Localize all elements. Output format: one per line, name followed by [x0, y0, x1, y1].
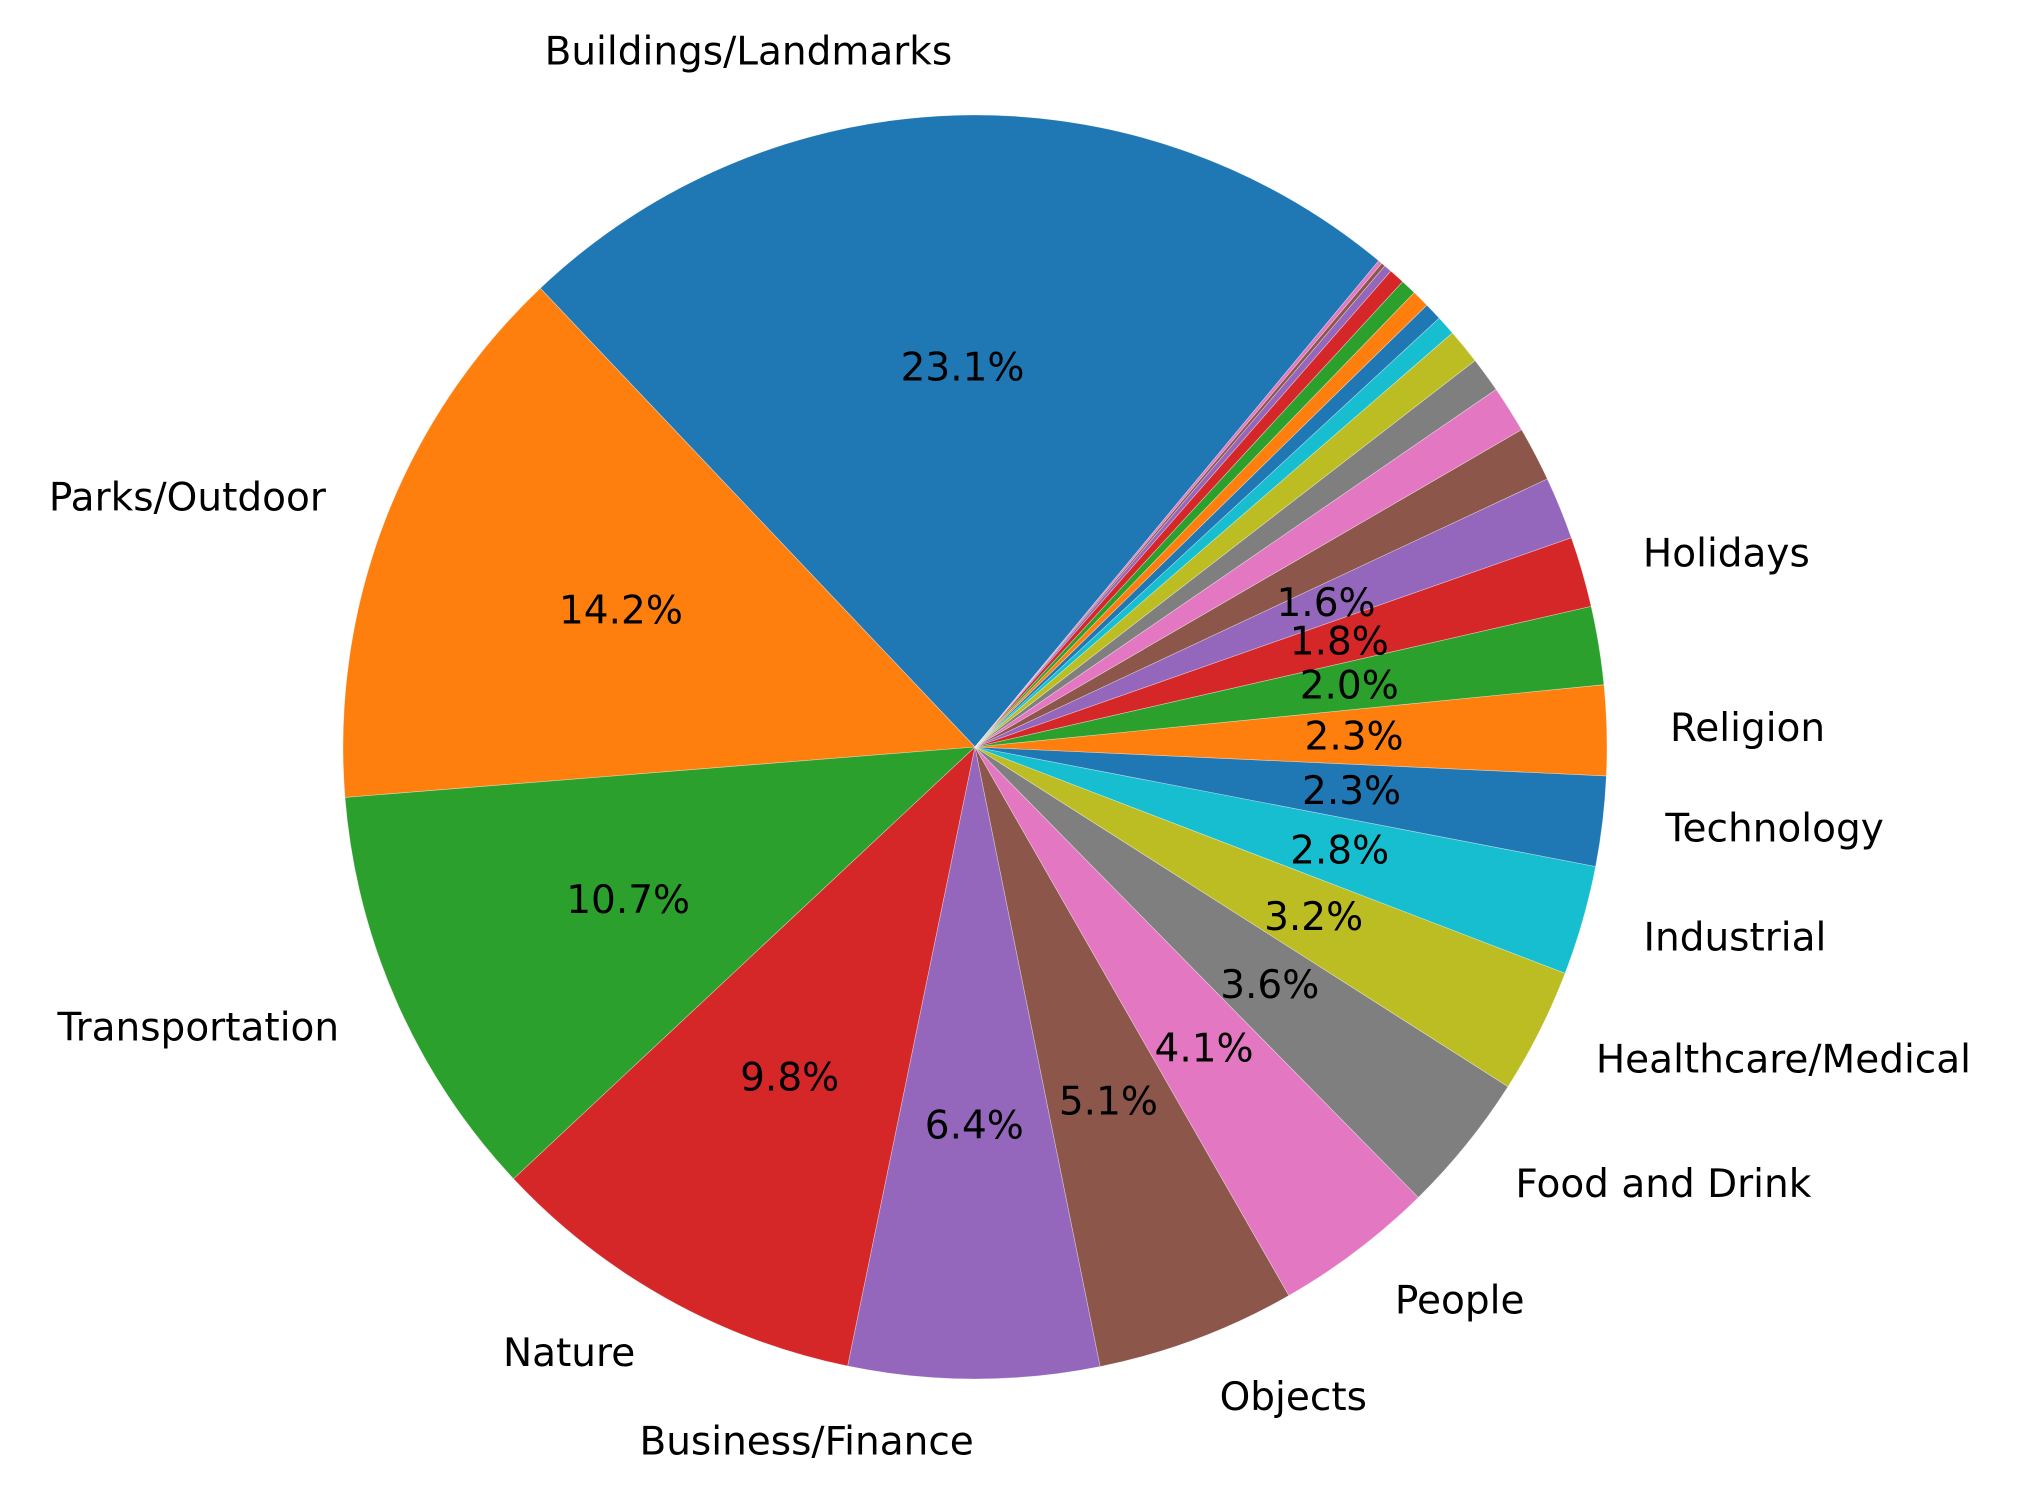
percent-label-industrial: 2.8%: [1290, 829, 1389, 874]
category-label-objects: Objects: [1220, 1375, 1367, 1420]
category-label-food-and-drink: Food and Drink: [1515, 1162, 1811, 1207]
category-label-religion: Religion: [1670, 706, 1825, 751]
category-label-parks-outdoor: Parks/Outdoor: [49, 476, 327, 521]
category-label-transportation: Transportation: [57, 1005, 340, 1050]
category-label-business-finance: Business/Finance: [639, 1420, 973, 1465]
pie-wedges: [342, 114, 1608, 1380]
percent-label-people: 4.1%: [1155, 1027, 1254, 1072]
category-label-healthcare-medical: Healthcare/Medical: [1596, 1037, 1971, 1082]
percent-label-healthcare-medical: 3.2%: [1264, 895, 1363, 940]
percent-label-technology: 2.3%: [1302, 769, 1401, 814]
wedge-nature: [513, 746, 976, 1367]
category-label-people: People: [1395, 1279, 1525, 1324]
percent-labels: 23.1% 14.2% 10.7% 9.8% 6.4% 5.1% 4.1% 3.6% 3.2% 2…: [559, 346, 1404, 1149]
wedge-transportation: [344, 746, 976, 1180]
percent-label-transportation: 10.7%: [566, 878, 690, 923]
category-labels: Buildings/Landmarks Parks/Outdoor Transpor…: [49, 30, 1971, 1465]
wedge-parks-outdoor: [342, 287, 976, 798]
percent-label-buildings-landmarks: 23.1%: [901, 346, 1025, 391]
percent-label-slice-14: 1.6%: [1276, 581, 1375, 626]
category-label-nature: Nature: [503, 1331, 635, 1376]
wedge-buildings-landmarks: [539, 114, 1380, 748]
percent-label-food-and-drink: 3.6%: [1220, 963, 1319, 1008]
percent-label-holidays: 1.8%: [1290, 619, 1389, 664]
percent-label-religion: 2.3%: [1305, 714, 1404, 759]
category-label-holidays: Holidays: [1643, 532, 1810, 577]
wedge-business-finance: [847, 746, 1101, 1380]
percent-label-nature: 9.8%: [740, 1055, 839, 1100]
category-label-buildings-landmarks: Buildings/Landmarks: [545, 30, 953, 75]
wedge-objects: [974, 746, 1290, 1367]
wedge-slice-26: [974, 260, 1383, 748]
percent-label-slice-12: 2.0%: [1300, 663, 1399, 708]
percent-label-business-finance: 6.4%: [925, 1104, 1024, 1149]
category-label-industrial: Industrial: [1643, 915, 1826, 960]
percent-label-objects: 5.1%: [1059, 1079, 1158, 1124]
percent-label-parks-outdoor: 14.2%: [559, 589, 683, 634]
category-label-technology: Technology: [1664, 806, 1883, 851]
